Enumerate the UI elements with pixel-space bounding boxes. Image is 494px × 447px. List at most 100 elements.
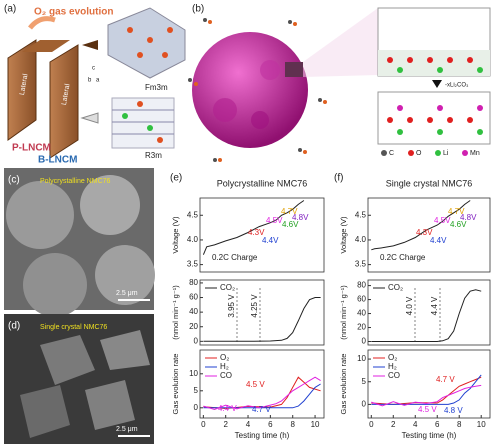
data-line	[203, 297, 321, 342]
y-tick-label: 0	[362, 400, 367, 409]
annotation: 4.25 V	[250, 294, 259, 318]
panel-label: (f)	[334, 173, 343, 184]
y-tick-label: 80	[189, 278, 198, 287]
slab-label: Lateral	[19, 73, 30, 96]
data-line	[371, 384, 482, 407]
annotation: 4.4 V	[218, 404, 237, 413]
x-tick-label: 8	[290, 420, 295, 429]
legend-label: O₂	[220, 353, 229, 362]
x-tick-label: 2	[391, 420, 396, 429]
legend-label: CO	[220, 371, 232, 380]
scale-label: 2.5 μm	[116, 426, 138, 433]
legend-label: O₂	[388, 353, 397, 362]
annotation: 4.5V	[266, 216, 283, 225]
panel-label: (a)	[4, 4, 16, 15]
slab-top	[22, 40, 70, 52]
axis-letter: a	[96, 78, 100, 84]
panel-label: (e)	[170, 173, 182, 184]
annotation: 4.7V	[448, 207, 465, 216]
sample-label: B-LNCM	[38, 155, 77, 166]
y-axis-label: (nmol min⁻¹ g⁻¹)	[339, 285, 348, 340]
y-tick-label: 4.0	[187, 235, 199, 244]
y-tick-label: 10	[357, 354, 366, 363]
legend-swatch	[408, 150, 414, 156]
y-tick-label: 3.5	[187, 260, 199, 269]
y-tick-label: 40	[189, 307, 198, 316]
legend-label: O	[416, 150, 422, 157]
y-tick-label: 20	[357, 323, 366, 332]
annotation: 4.6V	[282, 220, 299, 229]
annotation: 0.2C Charge	[380, 253, 426, 262]
sample-label: P-LNCM	[12, 143, 51, 154]
arrow	[432, 80, 442, 88]
x-axis-label: Testing time (h)	[402, 431, 457, 440]
structure-label: R3m	[145, 151, 162, 160]
y-tick-label: 3.5	[355, 260, 367, 269]
plot-frame	[367, 197, 491, 273]
x-tick-label: 4	[413, 420, 418, 429]
panel-label: (c)	[8, 175, 20, 186]
panel-title: O₂ gas evolution	[34, 7, 113, 18]
plot-frame	[367, 279, 491, 346]
annotation: 4.3V	[416, 228, 433, 237]
y-tick-label: 0	[194, 403, 199, 412]
legend-label: Mn	[470, 150, 480, 157]
legend-label: CO₂	[220, 283, 235, 292]
chart-title: Single crystal NMC76	[386, 178, 473, 188]
x-tick-label: 8	[457, 420, 462, 429]
x-axis-label: Testing time (h)	[235, 431, 290, 440]
x-tick-label: 10	[311, 420, 320, 429]
y-axis-label: (nmol min⁻¹ g⁻¹)	[171, 285, 180, 340]
x-tick-label: 2	[223, 420, 228, 429]
panel-b: (b) -xLi₂CO₃ C O Li Mn	[188, 4, 491, 162]
y-tick-label: 60	[189, 293, 198, 302]
y-tick-label: 4.5	[355, 210, 367, 219]
legend-swatch	[381, 150, 387, 156]
y-axis-label: Voltage (V)	[339, 216, 348, 254]
axis-letter: c	[92, 66, 95, 72]
panel-label: (d)	[8, 321, 20, 332]
y-tick-label: 0	[362, 337, 367, 346]
data-line	[203, 383, 321, 409]
panel-c: (c) Polycrystalline NMC76 2.5 μm	[4, 168, 155, 317]
panel-label: (b)	[192, 4, 204, 15]
scale-label: 2.5 μm	[116, 290, 138, 297]
annotation: 4.6V	[450, 220, 467, 229]
y-tick-label: 4.5	[187, 210, 199, 219]
slab-label: Lateral	[61, 83, 72, 106]
x-tick-label: 0	[369, 420, 374, 429]
plot-frame	[199, 279, 325, 346]
y-axis-label: Voltage (V)	[171, 216, 180, 254]
annotation: 4.5 V	[418, 405, 437, 414]
y-tick-label: 4.0	[355, 235, 367, 244]
annotation: 4.8V	[292, 213, 309, 222]
legend-label: H₂	[388, 362, 397, 371]
panel-a: (a) O₂ gas evolution Lateral Lateral Fm3…	[4, 4, 186, 166]
y-tick-label: 20	[189, 322, 198, 331]
y-tick-label: 10	[189, 369, 198, 378]
arrow	[28, 16, 56, 30]
slab-view	[377, 91, 491, 145]
slab	[49, 44, 79, 159]
panel-d: (d) Single crystal NMC76 2.5 μm	[4, 314, 154, 444]
annotation: 4.0 V	[405, 296, 414, 315]
data-line	[371, 376, 482, 405]
annotation: 4.8 V	[444, 406, 463, 415]
legend-label: CO	[388, 371, 400, 380]
particle	[192, 32, 308, 148]
arrow	[82, 40, 98, 50]
annotation: 4.5V	[434, 216, 451, 225]
slab	[7, 39, 37, 141]
legend-label: CO₂	[388, 283, 403, 292]
x-tick-label: 6	[268, 420, 273, 429]
annotation: 0.2C Charge	[212, 253, 258, 262]
y-axis-label: Gas evolution rate	[171, 354, 180, 415]
y-tick-label: 80	[357, 281, 366, 290]
y-tick-label: 0	[194, 336, 199, 345]
data-line	[371, 289, 482, 342]
y-axis-label: Gas evolution rate	[339, 354, 348, 415]
crystal-fm3m	[107, 7, 186, 79]
legend-label: H₂	[220, 362, 229, 371]
x-tick-label: 0	[201, 420, 206, 429]
zoom-box	[285, 62, 303, 77]
